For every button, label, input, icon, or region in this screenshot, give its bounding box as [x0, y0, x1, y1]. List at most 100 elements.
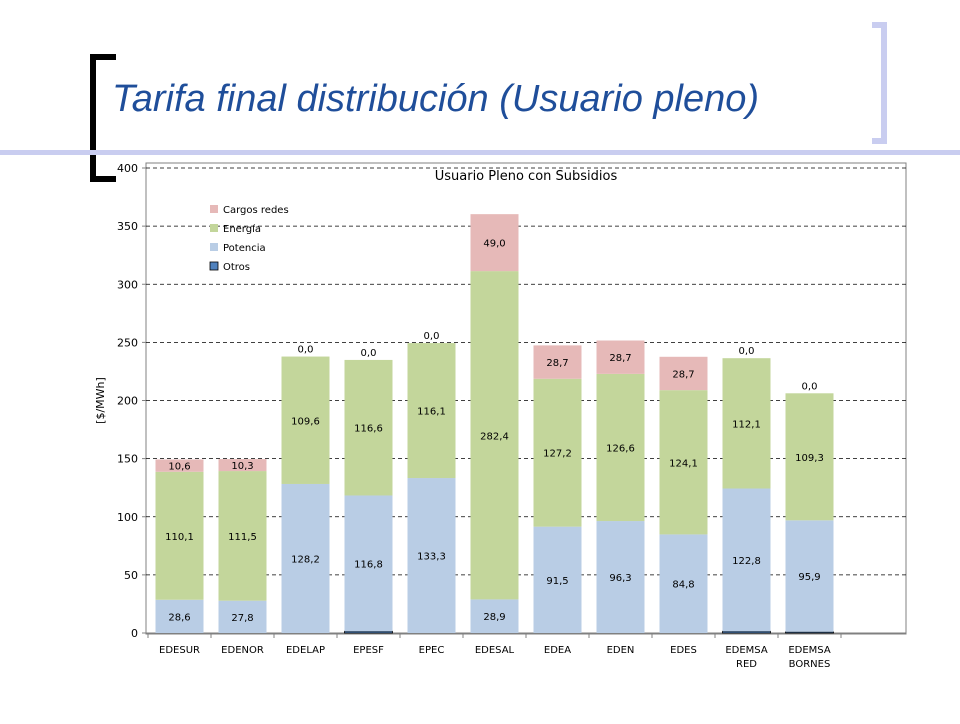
bar-segment: [596, 340, 645, 374]
data-label: 110,1: [165, 532, 194, 543]
bar-segment: [407, 343, 456, 479]
right-bracket-top: [872, 22, 887, 28]
data-label: 116,6: [354, 424, 383, 435]
y-tick-label: 100: [117, 511, 138, 524]
legend-label: Cargos redes: [223, 205, 289, 216]
y-tick-label: 300: [117, 278, 138, 291]
y-tick-label: 400: [117, 162, 138, 175]
bar-segment: [155, 471, 204, 600]
x-tick-label: EDENOR: [221, 645, 264, 656]
data-label: 49,0: [483, 239, 505, 250]
bar-segment: [344, 630, 393, 634]
data-label: 28,7: [609, 353, 631, 364]
x-tick-label: RED: [736, 659, 757, 670]
data-label: 0,0: [361, 348, 377, 359]
data-label: 282,4: [480, 431, 509, 442]
bar-segment: [218, 459, 267, 472]
x-tick-label: EDEMSA: [788, 645, 830, 656]
data-label: 0,0: [739, 346, 755, 357]
data-label: 116,1: [417, 407, 446, 418]
bar-segment: [470, 271, 519, 600]
bar-segment: [722, 630, 771, 634]
data-label: 28,9: [483, 612, 505, 623]
x-tick-label: EDES: [670, 645, 697, 656]
x-tick-label: EDEMSA: [725, 645, 767, 656]
left-bracket-decoration: [90, 54, 116, 182]
data-label: 27,8: [231, 613, 253, 624]
data-label: 0,0: [802, 381, 818, 392]
right-bracket-bottom: [872, 138, 887, 144]
bar-segment: [785, 520, 834, 632]
slide-title: Tarifa final distribución (Usuario pleno…: [112, 78, 760, 120]
y-tick-label: 250: [117, 336, 138, 349]
right-bracket-bar: [881, 22, 887, 144]
y-tick-label: 350: [117, 220, 138, 233]
data-label: 0,0: [298, 345, 314, 356]
bar-segment: [281, 483, 330, 633]
bar-segment: [281, 356, 330, 484]
x-tick-label: EDEN: [607, 645, 635, 656]
data-label: 109,6: [291, 416, 320, 427]
data-label: 128,2: [291, 554, 320, 565]
bar-segment: [785, 631, 834, 634]
y-axis-label: [$/MWh]: [94, 377, 107, 424]
bar-segment: [155, 599, 204, 633]
bar-segment: [785, 393, 834, 521]
data-label: 122,8: [732, 556, 761, 567]
data-label: 95,9: [798, 572, 820, 583]
data-label: 84,8: [672, 580, 694, 591]
plot-frame: [145, 162, 907, 635]
y-tick-label: 150: [117, 453, 138, 466]
bar-segment: [596, 521, 645, 633]
bar-segment: [218, 471, 267, 601]
x-tick-label: EDESUR: [159, 645, 200, 656]
data-label: 111,5: [228, 532, 257, 543]
bar-segment: [533, 526, 582, 633]
y-tick-label: 0: [131, 627, 138, 640]
data-label: 91,5: [546, 576, 568, 587]
bar-segment: [596, 373, 645, 522]
title-underline-decoration: [0, 150, 960, 155]
bar-segment: [533, 378, 582, 527]
bar-segment: [659, 534, 708, 633]
data-label: 112,1: [732, 419, 761, 430]
bar-segment: [659, 390, 708, 535]
data-label: 124,1: [669, 458, 698, 469]
data-label: 109,3: [795, 453, 824, 464]
x-tick-label: EDESAL: [475, 645, 515, 656]
bar-segment: [659, 356, 708, 391]
bar-segment: [722, 488, 771, 632]
legend-label: Energía: [223, 223, 261, 235]
bar-segment: [155, 459, 204, 472]
data-label: 28,7: [672, 369, 694, 380]
data-label: 126,6: [606, 443, 635, 454]
data-label: 0,0: [424, 331, 440, 342]
legend-swatch: [210, 205, 218, 213]
y-tick-label: 200: [117, 395, 138, 408]
legend-swatch: [209, 261, 219, 271]
data-label: 127,2: [543, 449, 572, 460]
bar-segment: [344, 495, 393, 632]
bar-segment: [722, 358, 771, 489]
x-tick-label: BORNES: [789, 659, 831, 670]
x-tick-label: EDEA: [544, 645, 571, 656]
bar-segment: [470, 214, 519, 272]
x-tick-label: EDELAP: [286, 645, 325, 656]
bar-segment: [218, 600, 267, 633]
legend-label: Potencia: [223, 243, 266, 254]
bar-segment: [533, 345, 582, 379]
legend-swatch: [210, 243, 218, 251]
bar-segment: [470, 599, 519, 633]
data-label: 96,3: [609, 573, 631, 584]
chart-title: Usuario Pleno con Subsidios: [435, 169, 618, 184]
x-tick-label: EPEC: [419, 645, 445, 656]
data-label: 10,3: [231, 461, 253, 472]
legend-swatch: [210, 224, 218, 232]
bar-segment: [407, 478, 456, 633]
bar-segment: [344, 359, 393, 496]
data-label: 28,7: [546, 358, 568, 369]
legend-label: Otros: [223, 262, 250, 273]
data-label: 116,8: [354, 559, 383, 570]
